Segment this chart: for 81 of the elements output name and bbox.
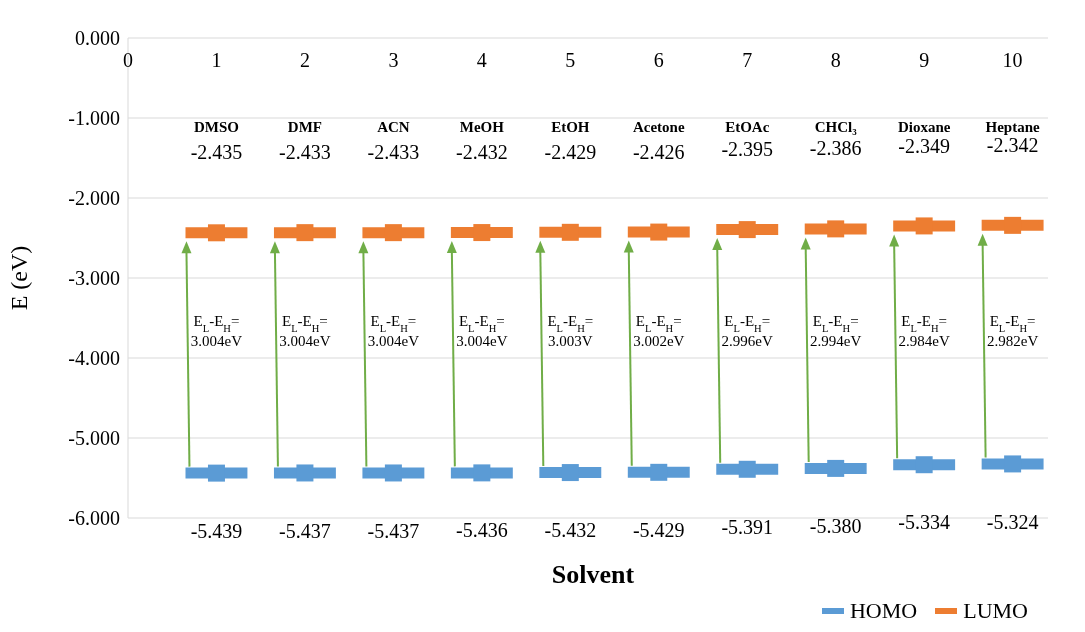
point (473, 464, 491, 482)
annotation: DMF (287, 119, 322, 136)
annotation: E$_{L}$-E$_{H}$= 2.996eV (721, 313, 774, 349)
data-label: -5.439 (190, 519, 243, 542)
data-label: -5.391 (721, 515, 774, 538)
point (827, 220, 845, 238)
x-axis-title: Solvent (550, 560, 636, 590)
data-label: -2.435 (190, 141, 243, 164)
x-tick-label: 3 (388, 48, 399, 71)
annotation: ACN (377, 119, 410, 136)
data-label: -5.436 (456, 519, 508, 542)
data-label: -5.432 (544, 519, 597, 542)
data-label: -5.437 (367, 519, 420, 542)
point (561, 223, 579, 241)
annotation: CHCl₃ (814, 119, 858, 136)
annotation: Acetone (632, 119, 685, 136)
annotation: E$_{L}$-E$_{H}$= 3.004eV (456, 313, 508, 349)
annotation: E$_{L}$-E$_{H}$= 3.004eV (367, 313, 420, 349)
point (207, 224, 225, 242)
y-tick-label: -3.000 (68, 267, 120, 290)
point (473, 224, 491, 242)
point (561, 464, 579, 482)
data-label: -5.334 (898, 511, 950, 534)
point (207, 464, 225, 482)
annotation: Heptane (985, 119, 1041, 136)
x-tick-label: 5 (565, 48, 576, 71)
y-tick-label: 0.000 (75, 27, 120, 50)
point (296, 464, 314, 482)
point (1004, 455, 1022, 473)
x-tick-label: 10 (1002, 48, 1023, 71)
point (384, 464, 402, 482)
y-tick-label: -4.000 (68, 347, 120, 370)
annotation: E$_{L}$-E$_{H}$= 3.002eV (633, 313, 685, 349)
data-label: -2.432 (456, 141, 508, 164)
data-label: -2.429 (544, 140, 597, 163)
data-label: -2.426 (632, 140, 685, 163)
annotation: MeOH (459, 119, 505, 136)
data-label: -5.429 (632, 518, 685, 541)
annotation: E$_{L}$-E$_{H}$= 3.003V (547, 313, 594, 349)
x-tick-label: 6 (653, 48, 664, 71)
annotation: E$_{L}$-E$_{H}$= 2.994eV (810, 313, 862, 349)
annotation: DMSO (193, 119, 239, 136)
legend-label: HOMO (849, 598, 918, 624)
data-label: -2.433 (279, 141, 331, 164)
point (915, 217, 933, 235)
data-label: -5.437 (279, 519, 331, 542)
data-label: -2.386 (809, 137, 862, 160)
annotation: EtOAc (725, 119, 770, 136)
y-axis-title: E (eV) (5, 245, 32, 311)
annotation: E$_{L}$-E$_{H}$= 3.004eV (279, 313, 331, 349)
x-tick-label: 9 (919, 48, 930, 71)
point (827, 459, 845, 477)
x-tick-label: 2 (299, 48, 310, 71)
y-tick-label: -2.000 (68, 187, 120, 210)
annotation: E$_{L}$-E$_{H}$= 2.982eV (986, 313, 1039, 349)
annotation: Dioxane (897, 119, 951, 136)
y-tick-label: -6.000 (68, 507, 120, 530)
y-tick-label: -1.000 (68, 107, 120, 130)
point (738, 221, 756, 239)
x-tick-label: 7 (742, 48, 753, 71)
point (738, 460, 756, 478)
annotation: E$_{L}$-E$_{H}$= 2.984eV (898, 313, 950, 349)
y-tick-label: -5.000 (68, 427, 120, 450)
annotation: EtOH (551, 119, 590, 136)
point (384, 224, 402, 242)
data-label: -2.349 (898, 134, 950, 157)
point (650, 223, 668, 241)
data-label: -5.324 (986, 510, 1039, 533)
x-tick-label: 4 (476, 48, 487, 71)
point (650, 463, 668, 481)
point (915, 456, 933, 474)
x-tick-label: 8 (830, 48, 841, 71)
annotation: E$_{L}$-E$_{H}$= 3.004eV (190, 313, 243, 349)
x-tick-label: 1 (211, 48, 222, 71)
point (1004, 216, 1022, 234)
data-label: -5.380 (809, 514, 862, 537)
x-tick-label: 0 (123, 48, 133, 71)
point (296, 224, 314, 242)
legend-label: LUMO (963, 598, 1028, 624)
data-label: -2.433 (367, 141, 420, 164)
data-label: -2.395 (721, 138, 774, 161)
